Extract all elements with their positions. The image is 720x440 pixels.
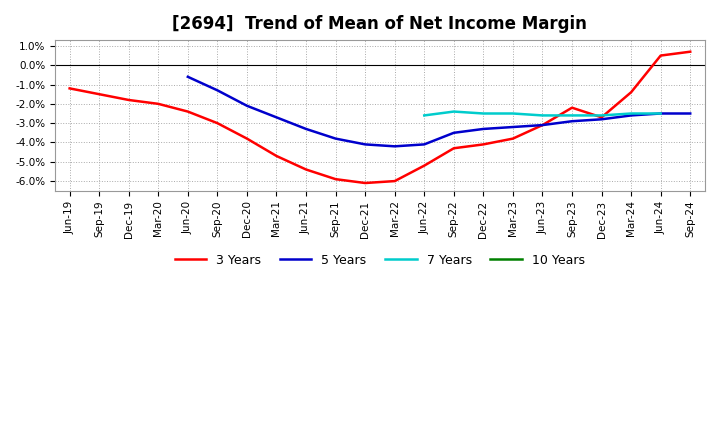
- 5 Years: [361, 142, 369, 147]
- Line: 5 Years: 5 Years: [188, 77, 690, 147]
- 3 Years: [154, 101, 163, 106]
- 3 Years: [95, 92, 104, 97]
- 3 Years: [243, 136, 251, 141]
- 5 Years: [567, 119, 576, 124]
- 3 Years: [213, 121, 222, 126]
- 3 Years: [567, 105, 576, 110]
- 7 Years: [508, 111, 517, 116]
- 3 Years: [331, 176, 340, 182]
- 5 Years: [302, 126, 310, 132]
- 7 Years: [627, 111, 636, 116]
- 5 Years: [538, 122, 546, 128]
- 5 Years: [213, 88, 222, 93]
- Title: [2694]  Trend of Mean of Net Income Margin: [2694] Trend of Mean of Net Income Margi…: [173, 15, 588, 33]
- 3 Years: [657, 53, 665, 58]
- 5 Years: [686, 111, 695, 116]
- 3 Years: [184, 109, 192, 114]
- 3 Years: [272, 154, 281, 159]
- 3 Years: [627, 90, 636, 95]
- 3 Years: [390, 179, 399, 184]
- 5 Years: [508, 125, 517, 130]
- 3 Years: [538, 122, 546, 128]
- Line: 3 Years: 3 Years: [70, 51, 690, 183]
- 7 Years: [449, 109, 458, 114]
- 3 Years: [361, 180, 369, 186]
- 5 Years: [657, 111, 665, 116]
- 3 Years: [508, 136, 517, 141]
- 5 Years: [420, 142, 428, 147]
- 3 Years: [686, 49, 695, 54]
- 3 Years: [598, 115, 606, 120]
- Legend: 3 Years, 5 Years, 7 Years, 10 Years: 3 Years, 5 Years, 7 Years, 10 Years: [170, 249, 590, 272]
- 3 Years: [479, 142, 487, 147]
- 7 Years: [479, 111, 487, 116]
- 5 Years: [449, 130, 458, 136]
- 3 Years: [125, 97, 133, 103]
- 5 Years: [390, 144, 399, 149]
- 5 Years: [479, 126, 487, 132]
- 5 Years: [627, 113, 636, 118]
- 3 Years: [66, 86, 74, 91]
- 7 Years: [538, 113, 546, 118]
- 3 Years: [420, 163, 428, 168]
- 5 Years: [272, 115, 281, 120]
- 7 Years: [657, 111, 665, 116]
- 5 Years: [184, 74, 192, 80]
- 3 Years: [449, 146, 458, 151]
- 7 Years: [420, 113, 428, 118]
- 5 Years: [243, 103, 251, 108]
- 7 Years: [598, 113, 606, 118]
- Line: 7 Years: 7 Years: [424, 112, 661, 115]
- 3 Years: [302, 167, 310, 172]
- 7 Years: [567, 113, 576, 118]
- 5 Years: [598, 117, 606, 122]
- 5 Years: [331, 136, 340, 141]
